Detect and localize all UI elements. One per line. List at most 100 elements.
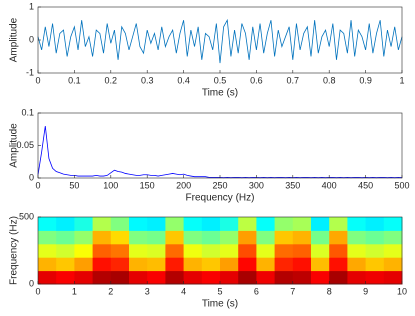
x-tick-label: 6 [254,286,259,296]
heatmap-cell [147,270,166,285]
x-tick-label: 5 [217,286,222,296]
heatmap-cell [238,243,257,258]
heatmap-cell [365,270,385,285]
x-tick-label: 9 [363,286,368,296]
heatmap-cell [201,243,221,258]
heatmap-cell [147,230,166,245]
x-tick-label: 0 [35,75,40,85]
heatmap-cell [238,230,257,245]
x-axis-label: Frequency (Hz) [186,193,255,204]
heatmap-cell [38,217,57,231]
heatmap-cell [165,243,185,258]
x-tick-label: 0.1 [68,75,81,85]
subplot: 0 1 2 3 4 5 6 7 8 9 10 0 500 Time (s) Frequency (Hz) [9,211,407,309]
heatmap-cell [347,243,367,258]
heatmap-cell [383,217,403,231]
heatmap-cell [347,270,367,285]
heatmap-cell [74,217,94,231]
x-tick-label: 0.7 [287,75,300,85]
heatmap-cell [292,243,312,258]
heatmap-cell [56,270,75,285]
heatmap-cell [274,230,294,245]
heatmap-cell [165,217,185,231]
heatmap-cell [165,230,185,245]
x-tick-label: 2 [108,286,113,296]
x-tick-label: 1 [72,286,77,296]
heatmap-cell [38,257,57,272]
heatmap-cell [201,230,221,245]
x-tick-label: 500 [394,180,409,190]
heatmap-cell [256,217,276,231]
heatmap-cell [311,257,330,272]
heatmap-cell [183,230,203,245]
heatmap-cell [74,230,94,245]
heatmap-cell [92,243,112,258]
heatmap-cell [201,217,221,231]
heatmap-cell [110,257,130,272]
x-axis-label: Time (s) [202,299,238,310]
heatmap-cell [38,270,57,285]
y-tick-label: 0 [29,34,34,44]
heatmap-cell [329,257,348,272]
heatmap-cell [183,217,203,231]
heatmap-cell [256,230,276,245]
x-tick-label: 0 [35,180,40,190]
heatmap-cell [110,243,130,258]
heatmap-cell [365,230,385,245]
heatmap-cell [220,230,239,245]
x-tick-label: 450 [358,180,373,190]
heatmap-cell [92,257,112,272]
heatmap-cell [347,257,367,272]
heatmap-cell [292,230,312,245]
heatmap-cell [365,243,385,258]
x-tick-label: 350 [285,180,300,190]
y-tick-label: 0.05 [16,140,34,150]
heatmap-cell [56,217,75,231]
heatmap-cell [274,243,294,258]
x-tick-label: 150 [140,180,155,190]
heatmap-cell [274,257,294,272]
x-axis-label: Time (s) [202,88,238,99]
heatmap-cell [311,217,330,231]
heatmap-cell [365,217,385,231]
heatmap-cell [74,243,94,258]
heatmap-cell [311,243,330,258]
x-tick-label: 300 [249,180,264,190]
heatmap-cell [92,217,112,231]
heatmap-cell [311,270,330,285]
x-tick-label: 400 [322,180,337,190]
x-tick-label: 250 [212,180,227,190]
x-tick-label: 0.3 [141,75,154,85]
heatmap-cell [183,257,203,272]
heatmap-cell [129,243,148,258]
x-tick-label: 0 [35,286,40,296]
x-tick-label: 100 [103,180,118,190]
heatmap-cell [329,270,348,285]
heatmap-cell [238,257,257,272]
heatmap-cell [183,270,203,285]
heatmap-cell [383,230,403,245]
heatmap-cell [238,217,257,231]
heatmap-cell [56,257,75,272]
heatmap-cell [38,230,57,245]
heatmap-cell [165,270,185,285]
y-tick-label: 0 [29,278,34,288]
subplot: 0 50 100 150 200 250 300 350 400 450 500 0 0.05 0.1 Fr… [9,107,410,203]
x-tick-label: 7 [290,286,295,296]
x-tick-label: 50 [69,180,79,190]
x-tick-label: 8 [327,286,332,296]
heatmap-cell [74,257,94,272]
x-tick-label: 10 [397,286,407,296]
heatmap-cell [129,257,148,272]
heatmap-cell [311,230,330,245]
line [37,125,403,179]
x-tick-label: 0.5 [214,75,227,85]
line [37,18,403,64]
heatmap-cell [329,217,348,231]
heatmap-cell [292,217,312,231]
heatmap-cell [383,257,403,272]
heatmap-cell [292,270,312,285]
heatmap-cell [256,257,276,272]
